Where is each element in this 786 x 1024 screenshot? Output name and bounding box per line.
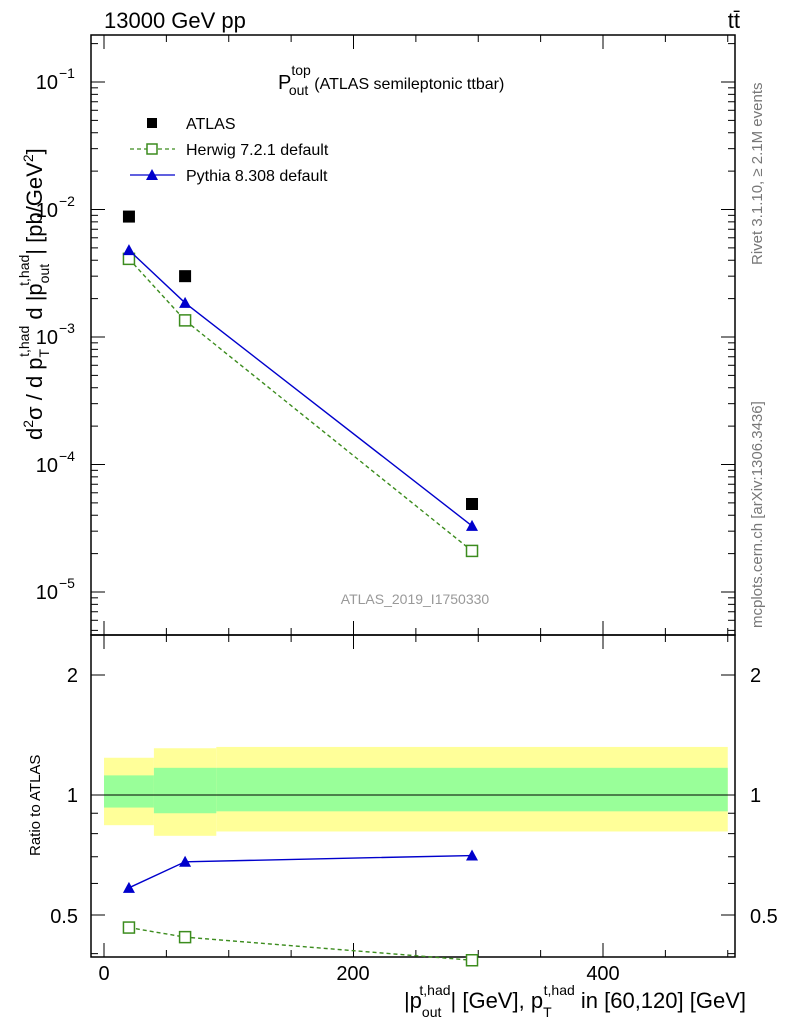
ratio-y-axis-title: Ratio to ATLAS [27,755,44,856]
ratio-bands [104,746,728,836]
ratio-y-tick-1-right: 1 [750,785,761,807]
herwig-line [128,258,473,552]
ratio-y-tick-05-right: 0.5 [750,906,778,928]
y-tick-label-1e-4: 10 [36,455,58,477]
herwig-point-1 [178,314,192,327]
atlas-point-0 [122,210,135,223]
mcplots-label: mcplots.cern.ch [arXiv:1306.3436] [749,401,766,628]
x-tick-400: 400 [586,963,619,985]
pythia-point-0 [122,244,135,256]
y-tick-exp-1e-2: −2 [59,193,75,209]
header-energy-label: 13000 GeV pp [104,8,246,33]
ratio-y-tick-labels-right: 2 1 0.5 [750,665,778,928]
rivet-version-label: Rivet 3.1.10, ≥ 2.1M events [749,83,766,266]
atlas-point-2 [466,498,479,510]
band-inner-1 [153,767,217,814]
pythia-point-2 [466,849,479,861]
ratio-y-tick-labels-left: 2 1 0.5 [50,665,78,928]
pythia-point-1 [179,855,192,867]
x-tick-labels: 0 200 400 [98,963,619,985]
herwig-point-0 [122,921,136,934]
ratio-y-tick-05-left: 0.5 [50,906,78,928]
band-inner-2 [216,767,728,812]
band-inner-0 [104,775,154,808]
x-tick-200: 200 [336,963,369,985]
ratio-axis-ticks [91,635,735,957]
pythia-point-0 [122,881,135,893]
legend-pythia-label: Pythia 8.308 default [186,168,328,185]
main-series-group [122,210,479,558]
legend-atlas-marker [147,118,157,128]
legend-pythia-marker [146,169,158,180]
pythia-line [128,854,473,889]
y-tick-label-1e-5: 10 [36,582,58,604]
y-tick-label-1e-1: 10 [36,72,58,94]
legend-herwig-marker [146,143,158,155]
pythia-point-2 [466,519,479,531]
y-tick-exp-1e-5: −5 [59,575,75,591]
legend-atlas-label: ATLAS [186,116,236,133]
atlas-point-1 [179,270,192,283]
herwig-point-1 [178,930,192,944]
main-title: Ptop out (ATLAS semileptonic ttbar) [278,62,504,98]
header-process-label: tt̄ [728,8,740,33]
y-tick-label-1e-3: 10 [36,327,58,349]
herwig-point-2 [465,953,479,967]
x-axis-title: |poutt,had| [GeV], pTt,had in [60,120] [… [404,982,746,1020]
y-tick-exp-1e-3: −3 [59,320,75,336]
ratio-y-tick-1-left: 1 [67,785,78,807]
y-tick-label-1e-2: 10 [36,200,58,222]
legend-herwig-label: Herwig 7.2.1 default [186,142,329,159]
y-tick-exp-1e-4: −4 [59,448,75,464]
ratio-y-tick-2-left: 2 [67,665,78,687]
ratio-series-group [122,849,479,967]
y-tick-exp-1e-1: −1 [59,65,75,81]
ratio-plot-frame [90,634,736,958]
pythia-point-1 [179,296,192,308]
main-y-tick-labels: 10 −1 10 −2 10 −3 10 −4 10 −5 [36,65,75,604]
legend: ATLAS Herwig 7.2.1 default Pythia 8.308 … [130,116,329,185]
herwig-point-2 [465,544,479,558]
pythia-line [128,249,473,527]
ratio-y-tick-2-right: 2 [750,665,761,687]
analysis-id-label: ATLAS_2019_I1750330 [341,591,490,607]
x-tick-0: 0 [98,963,109,985]
main-axis-ticks [91,35,735,635]
main-y-axis-title: d2σ / d pTt,had d |poutt,had| [pb/GeV2] [16,148,52,440]
